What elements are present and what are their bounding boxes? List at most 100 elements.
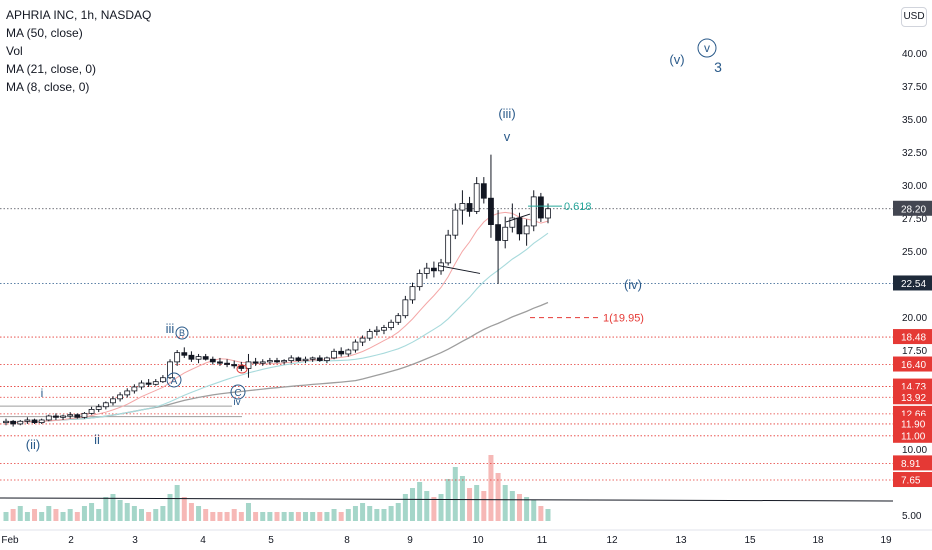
candle xyxy=(110,396,116,406)
volume-bar xyxy=(96,509,102,521)
volume-bar xyxy=(281,512,287,521)
candle-body xyxy=(17,420,24,425)
candle-body xyxy=(159,377,166,383)
volume-bar xyxy=(424,491,430,521)
wave-label: B xyxy=(179,328,185,338)
candle xyxy=(359,335,366,347)
volume-bar xyxy=(352,506,358,521)
price-tick-label: 5.00 xyxy=(902,511,922,522)
ma21-line xyxy=(5,232,549,424)
level-badge xyxy=(893,356,932,372)
candle-body xyxy=(117,394,124,400)
volume-bar xyxy=(167,494,173,521)
volume-bar xyxy=(32,509,38,521)
level-badge-label: 11.90 xyxy=(901,419,926,430)
time-tick-label: 18 xyxy=(812,535,824,546)
volume-bar xyxy=(74,512,80,521)
support-badge xyxy=(893,275,932,291)
candle-body xyxy=(338,350,345,355)
level-badge-label: 18.48 xyxy=(901,333,926,344)
candle-body xyxy=(295,357,302,361)
volume-bar xyxy=(81,506,87,521)
candle-body xyxy=(259,361,266,364)
candle-body xyxy=(181,352,188,356)
price-tick-label: 25.00 xyxy=(902,247,927,258)
candle-body xyxy=(516,217,523,235)
highlight-ellipse xyxy=(236,364,248,374)
volume-bar xyxy=(495,473,501,521)
wave-label: A xyxy=(171,376,178,387)
level-lines-layer xyxy=(0,208,894,502)
support-label: 22.54 xyxy=(901,279,926,290)
candle-body xyxy=(131,386,138,392)
volume-bar xyxy=(24,512,30,521)
volume-bar xyxy=(146,512,152,521)
volume-bar xyxy=(452,467,458,521)
candle-body xyxy=(224,362,230,365)
volume-bar xyxy=(89,503,95,521)
candle xyxy=(288,355,295,364)
candle xyxy=(502,216,509,249)
candle-body xyxy=(373,329,380,332)
candle xyxy=(131,384,138,394)
volume-bar xyxy=(188,503,194,521)
candle xyxy=(324,356,330,364)
volume-bar xyxy=(210,512,216,521)
candle-body xyxy=(124,390,131,396)
volume-bar xyxy=(267,512,273,521)
legend-ma8[interactable]: MA (8, close, 0) xyxy=(6,80,90,94)
time-axis[interactable]: Feb 2 3 4 5 8 9 10 11 12 13 15 18 19 xyxy=(0,529,932,546)
legend-ma50[interactable]: MA (50, close) xyxy=(6,26,83,40)
price-tick-label: 20.00 xyxy=(902,313,927,324)
candle-body xyxy=(388,321,395,328)
legend-symbol[interactable]: APHRIA INC, 1h, NASDAQ xyxy=(6,8,152,22)
wave-label: 3 xyxy=(714,59,722,75)
volume-bar xyxy=(245,503,251,521)
candle xyxy=(430,261,437,278)
wave-label: (iv) xyxy=(624,277,642,292)
time-tick-label: 12 xyxy=(606,535,618,546)
level-badge xyxy=(893,472,932,488)
legend-ma21[interactable]: MA (21, close, 0) xyxy=(6,62,97,76)
price-tick-label: 37.50 xyxy=(902,82,927,93)
candle xyxy=(53,413,59,420)
candle xyxy=(295,356,302,362)
candle xyxy=(409,282,416,304)
volume-bar xyxy=(367,506,373,521)
volume-bar xyxy=(402,494,408,521)
volume-bar xyxy=(474,485,480,521)
wave-circle xyxy=(697,38,717,58)
candle-body xyxy=(302,358,309,361)
candle xyxy=(252,357,259,366)
candle xyxy=(480,177,487,204)
candle-body xyxy=(202,356,209,360)
candle xyxy=(45,414,52,422)
candle xyxy=(217,357,223,366)
candle-body xyxy=(238,365,245,369)
candle xyxy=(245,353,252,378)
candle-body xyxy=(45,415,52,421)
volume-bar xyxy=(117,500,123,521)
volume-bar xyxy=(131,506,137,521)
currency-button[interactable]: USD xyxy=(901,7,927,27)
volume-bar xyxy=(203,509,209,521)
candle xyxy=(281,359,288,365)
volume-bar xyxy=(524,497,530,521)
volume-bar xyxy=(538,506,544,521)
wave-label: (v) xyxy=(669,52,684,67)
volume-bar xyxy=(274,512,280,521)
wave-label: ii xyxy=(94,432,100,447)
time-tick-label: 5 xyxy=(268,535,274,546)
volume-bar xyxy=(260,512,266,521)
time-tick-label: 9 xyxy=(407,535,413,546)
candle-body xyxy=(473,183,480,212)
price-tick-label: 17.50 xyxy=(902,346,927,357)
candle-body xyxy=(523,225,530,235)
wave-circle xyxy=(230,384,246,400)
legend-vol[interactable]: Vol xyxy=(6,44,23,58)
volume-bar xyxy=(153,509,159,521)
price-axis[interactable]: 5.00 10.00 17.50 20.00 25.00 27.50 30.00 32.50 3… xyxy=(893,0,932,530)
level-badge-label: 8.91 xyxy=(901,459,921,470)
volume-bar xyxy=(324,512,330,521)
